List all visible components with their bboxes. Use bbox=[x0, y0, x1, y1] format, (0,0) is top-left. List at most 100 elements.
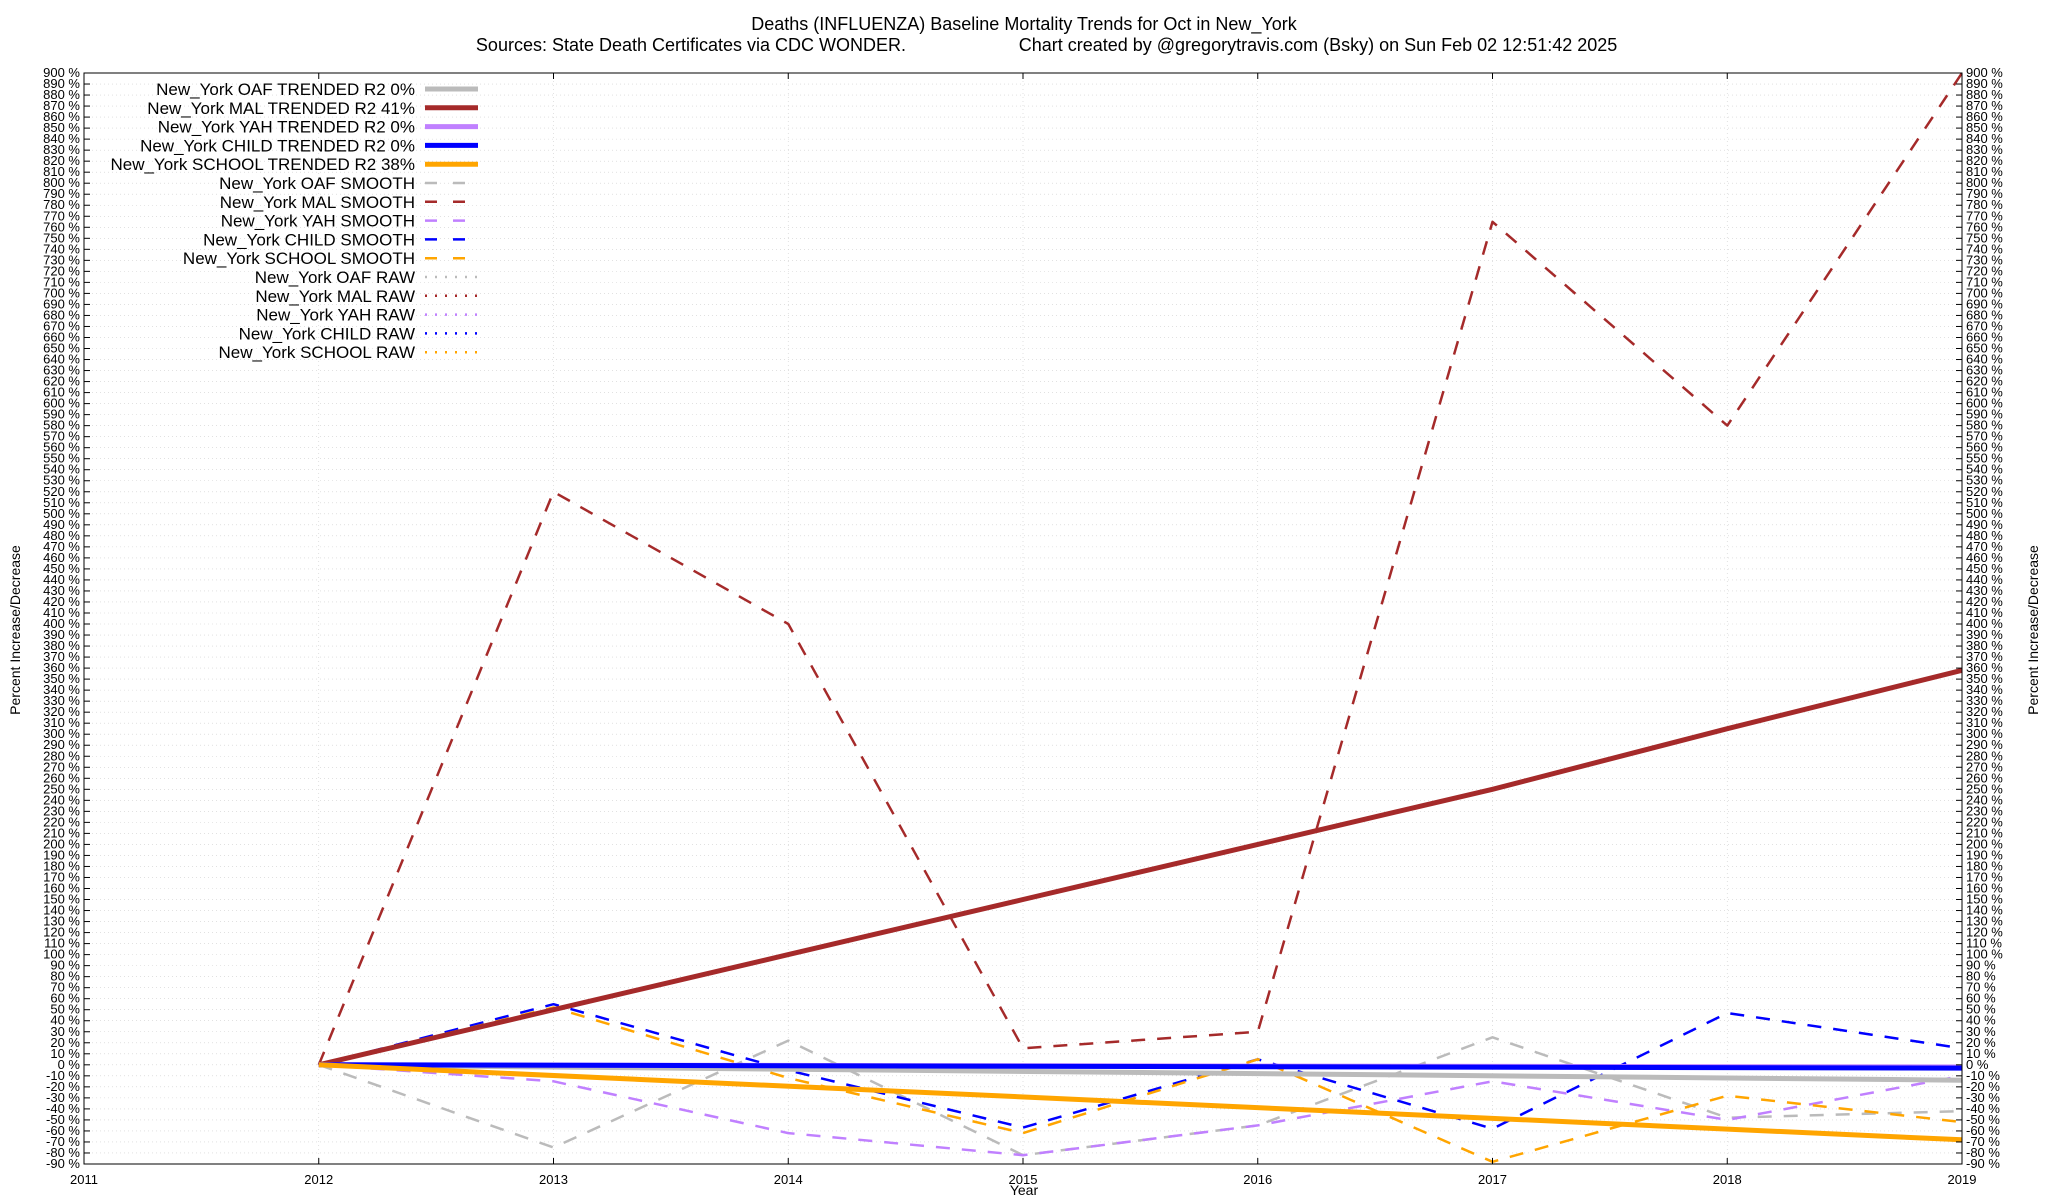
y-tick-label: 620 % bbox=[43, 374, 80, 389]
y-tick-label: 550 % bbox=[43, 451, 80, 466]
y2-tick-label: 630 % bbox=[1966, 363, 2003, 378]
y2-tick-label: 20 % bbox=[1966, 1035, 1996, 1050]
grid-layer bbox=[83, 72, 1963, 1165]
y-tick-label: 500 % bbox=[43, 506, 80, 521]
legend-label: New_York YAH RAW bbox=[256, 306, 415, 325]
y-tick-label: 330 % bbox=[43, 693, 80, 708]
y-tick-label: 660 % bbox=[43, 329, 80, 344]
axis-layer: -90 % -90 %-80 % -80 %-70 % -70 %-60 % -60 %… bbox=[43, 65, 2003, 1187]
y2-tick-label: 550 % bbox=[1966, 451, 2003, 466]
legend-label: New_York MAL TRENDED R2 41% bbox=[147, 99, 415, 118]
series-line-new-york-mal-trended-r2-41 bbox=[318, 667, 1963, 1068]
y2-tick-label: 810 % bbox=[1966, 164, 2003, 179]
series-line-new-york-yah-smooth bbox=[318, 1063, 1963, 1157]
series-layer bbox=[317, 72, 1964, 1164]
y-tick-label: 760 % bbox=[43, 219, 80, 234]
y2-tick-label: 790 % bbox=[1966, 186, 2003, 201]
legend-label: New_York OAF RAW bbox=[255, 268, 415, 287]
y2-tick-label: 280 % bbox=[1966, 748, 2003, 763]
y-tick-label: 510 % bbox=[43, 495, 80, 510]
y-tick-label: 220 % bbox=[43, 814, 80, 829]
y2-tick-label: 120 % bbox=[1966, 925, 2003, 940]
y2-tick-label: 660 % bbox=[1966, 329, 2003, 344]
legend-label: New_York CHILD TRENDED R2 0% bbox=[140, 136, 415, 155]
y-tick-label: 450 % bbox=[43, 561, 80, 576]
x-tick-label: 2019 bbox=[1948, 1172, 1977, 1187]
legend-label: New_York SCHOOL RAW bbox=[219, 343, 416, 362]
y2-tick-label: -60 % bbox=[1966, 1123, 2000, 1138]
y-tick-label: 770 % bbox=[43, 208, 80, 223]
y2-tick-label: 490 % bbox=[1966, 517, 2003, 532]
y2-tick-label: 10 % bbox=[1966, 1046, 1996, 1061]
y2-tick-label: 830 % bbox=[1966, 142, 2003, 157]
y2-tick-label: 580 % bbox=[1966, 418, 2003, 433]
y2-tick-label: 190 % bbox=[1966, 847, 2003, 862]
y-tick-label: -80 % bbox=[46, 1145, 80, 1160]
y-tick-label: 470 % bbox=[43, 539, 80, 554]
y-tick-label: 870 % bbox=[43, 98, 80, 113]
y2-tick-label: 700 % bbox=[1966, 285, 2003, 300]
y-tick-label: 200 % bbox=[43, 836, 80, 851]
y-tick-label: 610 % bbox=[43, 385, 80, 400]
y-tick-label: 440 % bbox=[43, 572, 80, 587]
y-tick-label: 120 % bbox=[43, 925, 80, 940]
y2-tick-label: 530 % bbox=[1966, 473, 2003, 488]
y2-tick-label: 640 % bbox=[1966, 352, 2003, 367]
y-tick-label: 520 % bbox=[43, 484, 80, 499]
y-tick-label: 110 % bbox=[44, 936, 80, 951]
y-tick-label: 570 % bbox=[43, 429, 80, 444]
y2-tick-label: 30 % bbox=[1966, 1024, 1996, 1039]
y2-tick-label: 450 % bbox=[1966, 561, 2003, 576]
y2-tick-label: -80 % bbox=[1966, 1145, 2000, 1160]
y2-tick-label: 890 % bbox=[1966, 76, 2003, 91]
y-tick-label: 590 % bbox=[43, 407, 80, 422]
y-tick-label: 380 % bbox=[43, 638, 80, 653]
y-tick-label: 580 % bbox=[43, 418, 80, 433]
y2-tick-label: 60 % bbox=[1966, 991, 1996, 1006]
y-tick-label: -10 % bbox=[46, 1068, 80, 1083]
y2-tick-label: 170 % bbox=[1966, 869, 2003, 884]
y2-tick-label: 440 % bbox=[1966, 572, 2003, 587]
y2-tick-label: 620 % bbox=[1966, 374, 2003, 389]
y-tick-label: 540 % bbox=[43, 462, 80, 477]
y-tick-label: 430 % bbox=[43, 583, 80, 598]
y2-tick-label: 500 % bbox=[1966, 506, 2003, 521]
y-tick-label: 830 % bbox=[43, 142, 80, 157]
legend-label: New_York YAH TRENDED R2 0% bbox=[158, 118, 415, 137]
y-tick-label: 460 % bbox=[43, 550, 80, 565]
y-tick-label: 710 % bbox=[43, 274, 80, 289]
y2-tick-label: 570 % bbox=[1966, 429, 2003, 444]
legend-label: New_York MAL RAW bbox=[255, 287, 415, 306]
y-tick-label: -40 % bbox=[46, 1101, 80, 1116]
y2-tick-label: 520 % bbox=[1966, 484, 2003, 499]
y-tick-label: 650 % bbox=[43, 341, 80, 356]
y2-tick-label: -20 % bbox=[1966, 1079, 2000, 1094]
y2-tick-label: 820 % bbox=[1966, 153, 2003, 168]
y2-tick-label: 750 % bbox=[1966, 230, 2003, 245]
y-tick-label: 60 % bbox=[50, 991, 80, 1006]
y2-tick-label: 250 % bbox=[1966, 781, 2003, 796]
y-tick-label: -20 % bbox=[46, 1079, 80, 1094]
y2-tick-label: 360 % bbox=[1966, 660, 2003, 675]
legend-label: New_York OAF SMOOTH bbox=[219, 174, 415, 193]
y-tick-label: 320 % bbox=[43, 704, 80, 719]
y2-tick-label: 80 % bbox=[1966, 969, 1996, 984]
y-tick-label: 490 % bbox=[43, 517, 80, 532]
y2-tick-label: 310 % bbox=[1966, 715, 2003, 730]
series-line-new-york-school-trended-r2-38 bbox=[318, 1062, 1963, 1143]
y-tick-label: 130 % bbox=[43, 914, 80, 929]
y-tick-label: 880 % bbox=[43, 87, 80, 102]
series-line-new-york-school-smooth bbox=[318, 1006, 1963, 1164]
y-tick-label: 80 % bbox=[50, 969, 80, 984]
y-tick-label: 480 % bbox=[43, 528, 80, 543]
y2-tick-label: 400 % bbox=[1966, 616, 2003, 631]
y-tick-label: 20 % bbox=[50, 1035, 80, 1050]
y-tick-label: 230 % bbox=[43, 803, 80, 818]
y2-tick-label: -90 % bbox=[1966, 1156, 2000, 1171]
y2-tick-label: 410 % bbox=[1966, 605, 2003, 620]
legend: New_York OAF TRENDED R2 0%New_York MAL T… bbox=[110, 80, 478, 362]
y2-tick-label: 600 % bbox=[1966, 396, 2003, 411]
y2-tick-label: 800 % bbox=[1966, 175, 2003, 190]
x-axis-title: Year bbox=[1010, 1182, 1039, 1198]
